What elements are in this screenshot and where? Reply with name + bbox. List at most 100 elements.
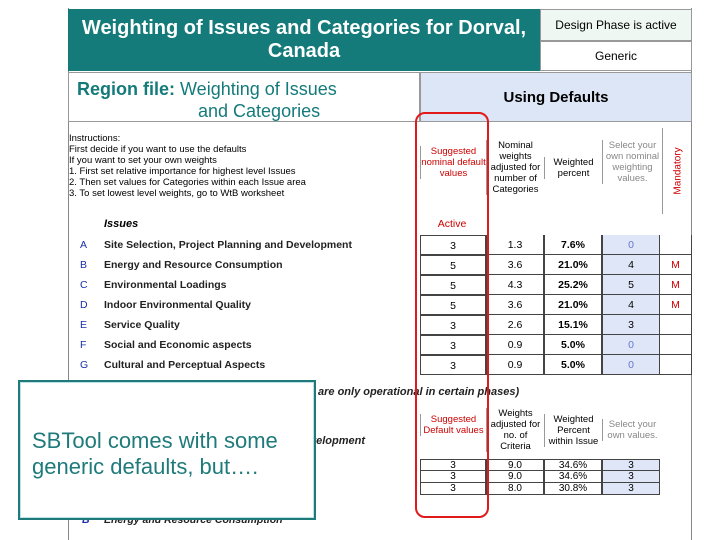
- criteria-weights: 8.0: [486, 483, 544, 495]
- weighted-percent: 21.0%: [544, 255, 602, 275]
- issue-name: Indoor Environmental Quality: [104, 299, 252, 311]
- header-mandatory-label: Mandatory: [672, 147, 683, 195]
- criteria-percent: 34.6%: [544, 459, 602, 471]
- own-weight-input[interactable]: 4: [602, 295, 660, 315]
- issue-letter: B: [80, 259, 88, 271]
- issue-name: Social and Economic aspects: [104, 339, 252, 351]
- mandatory-flag: [660, 235, 692, 255]
- issue-row: D Indoor Environmental Quality 5 3.6 21.0% 4 M: [68, 295, 692, 315]
- issue-name: Environmental Loadings: [104, 279, 227, 291]
- nominal-weight: 3.6: [486, 255, 544, 275]
- nominal-weight: 2.6: [486, 315, 544, 335]
- issue-row: E Service Quality 3 2.6 15.1% 3: [68, 315, 692, 335]
- issue-row: C Environmental Loadings 5 4.3 25.2% 5 M: [68, 275, 692, 295]
- instruction-line: 3. To set lowest level weights, go to Wt…: [69, 188, 285, 199]
- own-weight-input[interactable]: 0: [602, 235, 660, 255]
- instruction-line: If you want to set your own weights: [69, 155, 217, 166]
- active-label: Active: [437, 218, 467, 230]
- issue-name: Cultural and Perceptual Aspects: [104, 359, 266, 371]
- mandatory-flag: M: [660, 275, 692, 295]
- criteria-percent: 34.6%: [544, 471, 602, 483]
- phases-note: are only operational in certain phases): [318, 386, 520, 398]
- header-nominal: Nominal weights adjusted for number of C…: [486, 140, 544, 195]
- criteria-percent: 30.8%: [544, 483, 602, 495]
- header2-select: Select your own values.: [602, 419, 662, 441]
- issue-letter: A: [80, 239, 88, 251]
- mode-cell[interactable]: Generic: [540, 41, 692, 71]
- weighted-percent: 15.1%: [544, 315, 602, 335]
- issue-name: Site Selection, Project Planning and Dev…: [104, 239, 352, 251]
- mandatory-flag: [660, 315, 692, 335]
- own-weight-input[interactable]: 5: [602, 275, 660, 295]
- nominal-weight: 3.6: [486, 295, 544, 315]
- mandatory-flag: [660, 335, 692, 355]
- issue-row: F Social and Economic aspects 3 0.9 5.0% 0: [68, 335, 692, 355]
- issue-letter: C: [80, 279, 88, 291]
- instruction-line: 2. Then set values for Categories within…: [69, 177, 306, 188]
- own-weight-input[interactable]: 0: [602, 335, 660, 355]
- criteria-own-input[interactable]: 3: [602, 459, 660, 471]
- suggested-value: 3: [420, 335, 486, 355]
- bottom-row-letter: B: [82, 514, 90, 526]
- instruction-line: 1. First set relative importance for hig…: [69, 166, 296, 177]
- own-weight-input[interactable]: 4: [602, 255, 660, 275]
- criteria-weights: 9.0: [486, 459, 544, 471]
- header-mandatory: Mandatory: [662, 128, 692, 214]
- weighted-percent: 5.0%: [544, 355, 602, 375]
- issue-name: Energy and Resource Consumption: [104, 259, 283, 271]
- weighted-percent: 7.6%: [544, 235, 602, 255]
- header-weighted: Weighted percent: [544, 157, 602, 179]
- suggested-value: 3: [420, 315, 486, 335]
- criteria-weights: 9.0: [486, 471, 544, 483]
- criteria-own-input[interactable]: 3: [602, 483, 660, 495]
- region-file-heading: Region file: Weighting of Issues and Cat…: [68, 72, 420, 122]
- category-name-fragment: velopment: [310, 435, 366, 447]
- weighted-percent: 21.0%: [544, 295, 602, 315]
- suggested-value: 5: [420, 295, 486, 315]
- own-weight-input[interactable]: 0: [602, 355, 660, 375]
- callout-text: SBTool comes with some generic defaults,…: [32, 428, 278, 479]
- mandatory-flag: [660, 355, 692, 375]
- criteria-own-input[interactable]: 3: [602, 471, 660, 483]
- instruction-line: Instructions:: [69, 133, 121, 144]
- issues-label: Issues: [104, 218, 139, 230]
- header-suggested: Suggested nominal default values: [420, 146, 486, 179]
- issue-row: A Site Selection, Project Planning and De…: [68, 235, 692, 255]
- criteria-row: 3 8.0 30.8% 3: [68, 483, 692, 495]
- suggested-value: 5: [420, 255, 486, 275]
- issue-row: B Energy and Resource Consumption 5 3.6 21.0…: [68, 255, 692, 275]
- region-prefix: Region file:: [77, 79, 175, 99]
- header2-weighted: Weighted Percent within Issue: [544, 414, 602, 447]
- phase-status: Design Phase is active: [540, 9, 692, 41]
- nominal-weight: 0.9: [486, 355, 544, 375]
- suggested-value: 3: [420, 235, 486, 255]
- issue-letter: F: [80, 339, 87, 351]
- nominal-weight: 4.3: [486, 275, 544, 295]
- callout-box: SBTool comes with some generic defaults,…: [18, 380, 316, 520]
- sheet-title: Weighting of Issues and Categories for D…: [68, 9, 540, 71]
- header2-weights: Weights adjusted for no. of Criteria: [486, 408, 544, 452]
- using-defaults-banner: Using Defaults: [420, 72, 692, 122]
- own-weight-input[interactable]: 3: [602, 315, 660, 335]
- mandatory-flag: M: [660, 255, 692, 275]
- criteria-suggested: 3: [420, 483, 486, 495]
- region-line2: and Categories: [198, 101, 321, 121]
- weighted-percent: 5.0%: [544, 335, 602, 355]
- mandatory-flag: M: [660, 295, 692, 315]
- criteria-row: 3 9.0 34.6% 3: [68, 471, 692, 483]
- suggested-value: 5: [420, 275, 486, 295]
- issue-letter: E: [80, 319, 88, 331]
- instructions: Instructions: First decide if you want t…: [69, 133, 419, 199]
- nominal-weight: 0.9: [486, 335, 544, 355]
- criteria-row: 3 9.0 34.6% 3: [68, 459, 692, 471]
- header2-suggested: Suggested Default values: [420, 414, 486, 436]
- issue-letter: G: [80, 359, 89, 371]
- criteria-suggested: 3: [420, 471, 486, 483]
- issue-letter: D: [80, 299, 88, 311]
- issue-name: Service Quality: [104, 319, 180, 331]
- issue-row: G Cultural and Perceptual Aspects 3 0.9 5.0%…: [68, 355, 692, 375]
- suggested-value: 3: [420, 355, 486, 375]
- header-select-own: Select your own nominal weighting values…: [602, 140, 662, 184]
- nominal-weight: 1.3: [486, 235, 544, 255]
- instruction-line: First decide if you want to use the defa…: [69, 144, 247, 155]
